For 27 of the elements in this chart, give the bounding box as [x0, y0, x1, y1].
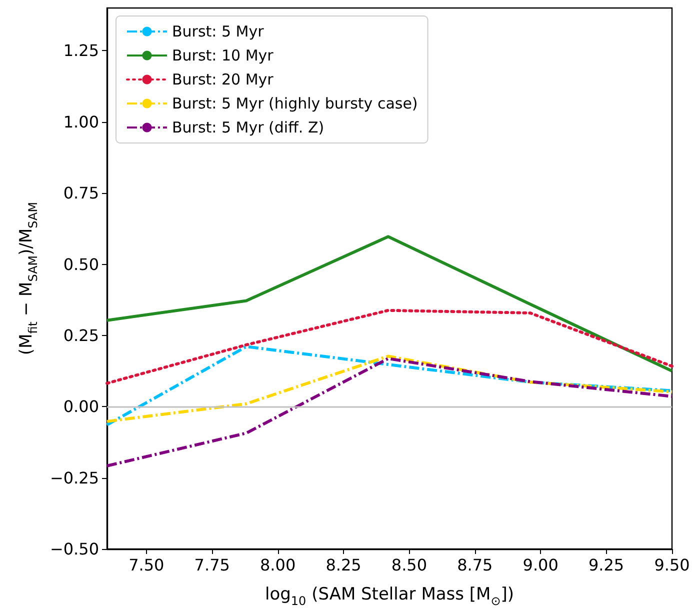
x-tick-label: 8.50	[391, 556, 428, 574]
line-series	[106, 308, 674, 385]
y-tick-label: 1.00	[63, 112, 99, 132]
line-series	[106, 235, 674, 373]
x-tick-label: 9.25	[588, 556, 624, 574]
x-tick-label: 9.50	[654, 556, 690, 574]
y-tick-label: 1.25	[63, 41, 99, 60]
y-tick-label: 0.50	[63, 254, 99, 274]
legend-label: Burst: 5 Myr (diff. Z)	[172, 118, 324, 136]
y-tick-label: −0.25	[50, 468, 99, 488]
x-tick-label: 7.75	[194, 556, 230, 574]
y-tick-label: −0.50	[50, 540, 99, 558]
legend-label: Burst: 20 Myr	[172, 70, 274, 88]
x-tick-label: 8.25	[326, 556, 362, 574]
legend-label: Burst: 5 Myr	[172, 22, 265, 40]
y-tick-label: 0.25	[63, 326, 99, 345]
legend-label: Burst: 5 Myr (highly bursty case)	[172, 94, 418, 112]
x-tick-label: 9.00	[522, 556, 558, 574]
x-tick-label: 8.00	[260, 556, 296, 574]
legend-label: Burst: 10 Myr	[172, 46, 274, 64]
line-series	[106, 357, 674, 468]
line-series	[106, 354, 674, 423]
y-tick-label: 0.00	[63, 397, 99, 416]
y-tick-label: 0.75	[63, 184, 99, 203]
x-tick-label: 7.50	[128, 556, 164, 574]
x-tick-label: 8.75	[457, 556, 493, 574]
y-axis-title: (Mfit − MSAM)/MSAM	[16, 202, 40, 356]
